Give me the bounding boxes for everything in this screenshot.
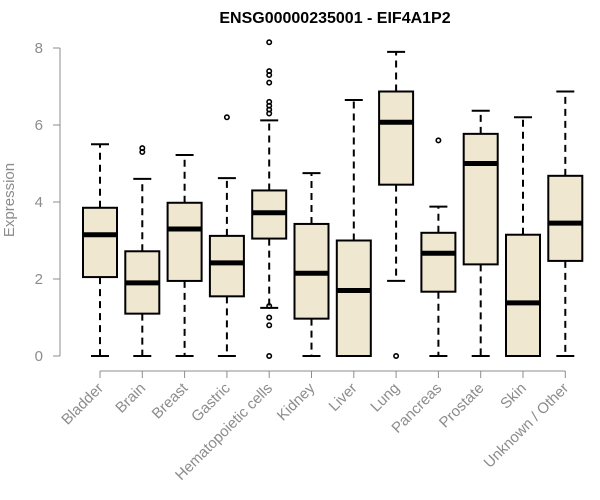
x-tick-label: Brain bbox=[112, 380, 149, 417]
box-iqr bbox=[505, 233, 541, 358]
y-tick-label: 6 bbox=[35, 117, 43, 134]
x-tick-label: Kidney bbox=[274, 379, 319, 424]
x-tick-label: Lung bbox=[367, 380, 403, 416]
box-group bbox=[293, 172, 330, 357]
box-group bbox=[420, 137, 457, 357]
outlier-point bbox=[266, 352, 273, 359]
x-tick-label: Breast bbox=[149, 379, 192, 422]
x-tick-label: Bladder bbox=[58, 380, 107, 429]
box-group bbox=[547, 90, 584, 357]
y-axis-label: Expression bbox=[1, 163, 18, 237]
outlier-point bbox=[393, 352, 400, 359]
plot-area bbox=[82, 39, 584, 359]
box-group bbox=[462, 109, 499, 357]
box-group bbox=[82, 143, 118, 357]
box-iqr bbox=[335, 239, 372, 357]
box-group bbox=[208, 114, 245, 357]
box-iqr bbox=[462, 132, 499, 266]
x-tick-label: Skin bbox=[497, 380, 530, 413]
y-tick-label: 2 bbox=[35, 271, 43, 288]
box-iqr bbox=[82, 206, 118, 279]
outlier-point bbox=[266, 98, 273, 105]
outlier-point bbox=[139, 145, 146, 152]
outlier-point bbox=[266, 302, 273, 309]
outlier-point bbox=[223, 114, 230, 121]
box-iqr bbox=[378, 90, 415, 186]
chart-title: ENSG00000235001 - EIF4A1P2 bbox=[219, 10, 450, 27]
box-iqr bbox=[547, 174, 584, 262]
outlier-point bbox=[266, 314, 273, 321]
x-tick-label: Liver bbox=[326, 380, 361, 415]
box-group bbox=[505, 116, 541, 358]
y-tick-label: 8 bbox=[35, 40, 43, 57]
box-group bbox=[166, 154, 203, 357]
outlier-point bbox=[266, 322, 273, 329]
outlier-point bbox=[266, 39, 273, 46]
outlier-point bbox=[266, 79, 273, 86]
box-group bbox=[251, 39, 288, 359]
box-iqr bbox=[166, 201, 203, 282]
x-tick-label: Prostate bbox=[436, 380, 488, 432]
y-tick-label: 0 bbox=[35, 348, 43, 365]
box-iqr bbox=[208, 234, 245, 298]
box-group bbox=[124, 145, 161, 357]
box-group bbox=[335, 98, 372, 357]
outlier-point bbox=[266, 68, 273, 75]
box-iqr bbox=[420, 231, 457, 293]
y-tick-label: 4 bbox=[35, 194, 43, 211]
outlier-point bbox=[435, 137, 442, 144]
box-group bbox=[378, 50, 415, 359]
